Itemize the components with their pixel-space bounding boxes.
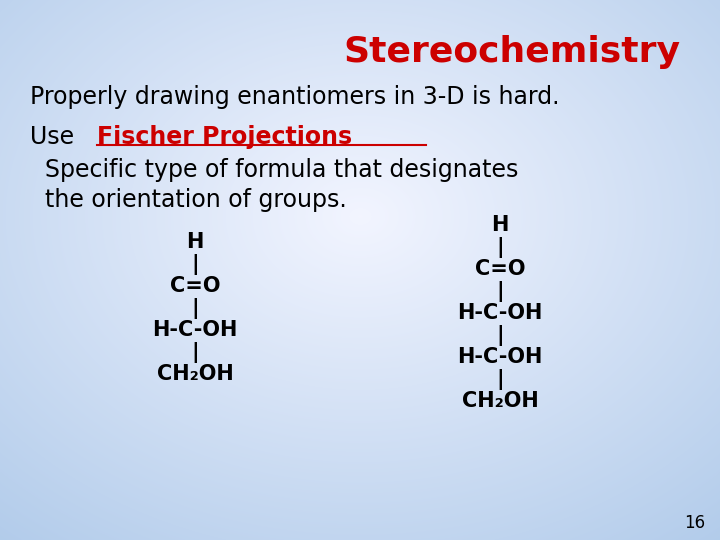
Text: Fischer Projections: Fischer Projections <box>96 125 352 149</box>
Text: |: | <box>192 254 199 275</box>
Text: C=O: C=O <box>170 276 220 296</box>
Text: Properly drawing enantiomers in 3-D is hard.: Properly drawing enantiomers in 3-D is h… <box>30 85 559 109</box>
Text: H-C-OH: H-C-OH <box>153 320 238 340</box>
Text: |: | <box>192 298 199 319</box>
Text: CH₂OH: CH₂OH <box>157 364 233 384</box>
Text: |: | <box>192 342 199 363</box>
Text: C=O: C=O <box>474 259 526 279</box>
Text: the orientation of groups.: the orientation of groups. <box>30 188 347 212</box>
Text: H-C-OH: H-C-OH <box>457 347 543 367</box>
Text: |: | <box>496 281 504 302</box>
Text: |: | <box>496 325 504 346</box>
Text: |: | <box>496 369 504 390</box>
Text: CH₂OH: CH₂OH <box>462 391 539 411</box>
Text: H: H <box>491 215 509 235</box>
Text: H: H <box>186 232 204 252</box>
Text: 16: 16 <box>684 514 705 532</box>
Text: Specific type of formula that designates: Specific type of formula that designates <box>30 158 518 182</box>
Text: Use: Use <box>30 125 81 149</box>
Text: H-C-OH: H-C-OH <box>457 303 543 323</box>
Text: |: | <box>496 237 504 258</box>
Text: Stereochemistry: Stereochemistry <box>343 35 680 69</box>
